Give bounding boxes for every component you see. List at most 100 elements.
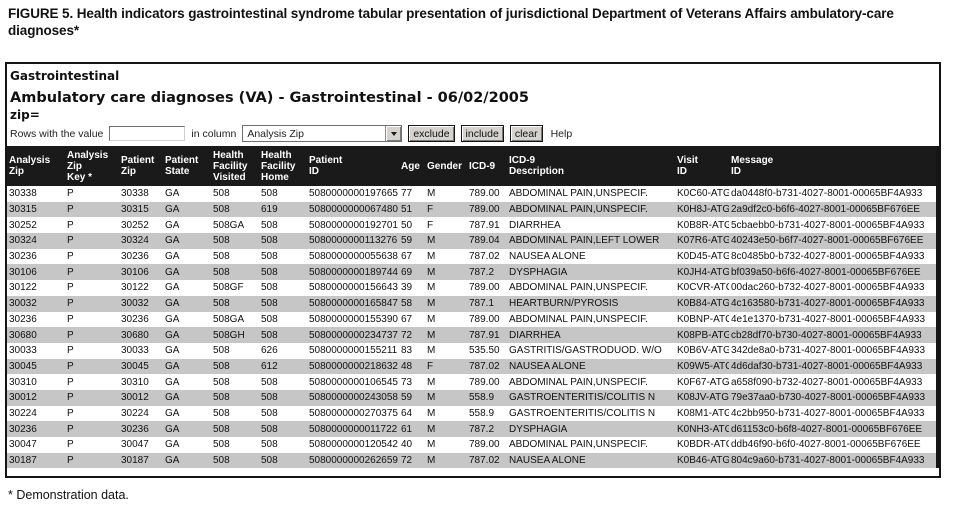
diagnoses-table: Analysis Zip Analysis Zip Key * Patient …: [7, 146, 939, 469]
table-cell: ABDOMINAL PAIN,UNSPECIF.: [509, 188, 648, 200]
table-row: 30187 P 30187 GA 508 508 5080000000262659 72 M 78…: [7, 452, 938, 469]
table-cell: 30187: [9, 455, 37, 467]
table-row: 30045 P 30045 GA 508 612 5080000000218632 48 F 78…: [7, 358, 938, 375]
table-cell: 5080000000234737: [309, 329, 398, 341]
table-cell: GA: [165, 235, 180, 247]
chevron-down-icon[interactable]: [385, 126, 402, 141]
help-link[interactable]: Help: [550, 127, 573, 140]
table-cell: 508: [213, 376, 230, 388]
table-cell: DYSPHAGIA: [509, 266, 568, 278]
table-cell: 59: [401, 392, 413, 404]
table-cell: 787.1: [469, 298, 495, 310]
table-cell: 30033: [121, 345, 149, 357]
col-message-id: Message ID: [729, 146, 938, 186]
table-cell: F: [427, 219, 434, 231]
table-cell: M: [427, 329, 436, 341]
table-cell: 30047: [121, 439, 149, 451]
table-cell: M: [427, 345, 436, 357]
table-cell: 30236: [121, 423, 149, 435]
table-cell: 508: [261, 313, 278, 325]
column-select[interactable]: Analysis Zip: [242, 125, 403, 142]
table-cell: 4c163580-b731-4027-8001-00065BF4A933: [731, 298, 925, 310]
table-cell: M: [427, 313, 436, 325]
table-cell: 508GH: [213, 329, 245, 341]
table-cell: 508: [213, 251, 230, 263]
table-row: 30315 P 30315 GA 508 619 5080000000067480 51 F 78…: [7, 201, 938, 218]
table-cell: 508: [261, 376, 278, 388]
table-cell: M: [427, 376, 436, 388]
table-cell: 30236: [9, 423, 37, 435]
clear-button[interactable]: clear: [509, 125, 543, 142]
table-cell: GA: [165, 313, 180, 325]
table-cell: M: [427, 439, 436, 451]
table-cell: 508: [261, 235, 278, 247]
table-row: 30310 P 30310 GA 508 508 5080000000106545 73 M 78…: [7, 374, 938, 390]
table-cell: K0BDR-ATG: [677, 439, 729, 451]
table-cell: 59: [401, 235, 413, 247]
table-cell: P: [67, 423, 74, 435]
table-cell: 30252: [121, 219, 149, 231]
table-cell: 30106: [121, 266, 149, 278]
table-cell: 789.00: [469, 313, 500, 325]
table-cell: GA: [165, 407, 180, 419]
table-cell: 4e1e1370-b731-4027-8001-00065BF4A933: [731, 313, 926, 325]
table-row: 30047 P 30047 GA 508 508 5080000000120542 40 M 78…: [7, 437, 938, 453]
table-cell: 30324: [121, 235, 149, 247]
table-cell: 50: [401, 219, 413, 231]
filter-label-prefix: Rows with the value: [10, 127, 104, 140]
table-cell: 508: [213, 423, 230, 435]
filter-value-input[interactable]: [109, 126, 186, 141]
table-cell: 30315: [121, 204, 149, 216]
table-cell: 67: [401, 251, 413, 263]
table-cell: DIARRHEA: [509, 219, 561, 231]
panel-title: Gastrointestinal: [10, 69, 120, 83]
filter-row: Rows with the value in column Analysis Z…: [10, 125, 939, 142]
table-cell: 72: [401, 455, 413, 467]
table-cell: GASTROENTERITIS/COLITIS N: [509, 407, 656, 419]
table-cell: 508: [213, 266, 230, 278]
table-cell: 5080000000011722: [309, 423, 398, 435]
table-cell: P: [67, 266, 74, 278]
col-visit-id: Visit ID: [675, 146, 729, 186]
table-cell: 508: [213, 392, 230, 404]
table-cell: 30033: [9, 345, 37, 357]
table-cell: 508: [261, 455, 278, 467]
table-cell: GA: [165, 439, 180, 451]
table-cell: NAUSEA ALONE: [509, 360, 586, 372]
table-cell: 508: [213, 407, 230, 419]
table-cell: P: [67, 376, 74, 388]
table-cell: K0NH3-ATG: [677, 423, 729, 435]
table-cell: 508: [213, 439, 230, 451]
table-cell: P: [67, 455, 74, 467]
table-cell: 619: [261, 204, 278, 216]
table-cell: 30106: [9, 266, 37, 278]
include-button[interactable]: include: [460, 125, 504, 142]
table-cell: 64: [401, 407, 413, 419]
table-cell: 5080000000156643: [309, 282, 398, 294]
table-row: 30252 P 30252 GA 508GA 508 5080000000192701 50 F…: [7, 217, 938, 234]
col-facility-visited: Health Facility Visited: [211, 146, 259, 186]
table-cell: 342de8a0-b731-4027-8001-00065BF4A933: [731, 345, 926, 357]
table-cell: 787.02: [469, 360, 500, 372]
table-cell: 612: [261, 360, 278, 372]
table-cell: 787.02: [469, 455, 500, 467]
table-cell: M: [427, 392, 436, 404]
col-patient-state: Patient State: [163, 146, 211, 186]
table-cell: 789.00: [469, 376, 500, 388]
table-cell: GA: [165, 360, 180, 372]
table-cell: 508: [261, 219, 278, 231]
table-cell: 5080000000055638: [309, 251, 398, 263]
table-cell: 30187: [121, 455, 149, 467]
col-facility-home: Health Facility Home: [259, 146, 307, 186]
table-cell: 40: [401, 439, 413, 451]
table-cell: 30045: [9, 360, 37, 372]
table-cell: NAUSEA ALONE: [509, 455, 586, 467]
table-cell: 508: [261, 407, 278, 419]
table-row: 30122 P 30122 GA 508GF 508 5080000000156643 39 M…: [7, 280, 938, 296]
table-cell: 30680: [121, 329, 149, 341]
table-cell: DYSPHAGIA: [509, 423, 568, 435]
exclude-button[interactable]: exclude: [408, 125, 455, 142]
table-cell: 5080000000218632: [309, 360, 398, 372]
table-cell: 77: [401, 188, 413, 200]
table-row: 30324 P 30324 GA 508 508 5080000000113276 59 M 78…: [7, 233, 938, 249]
